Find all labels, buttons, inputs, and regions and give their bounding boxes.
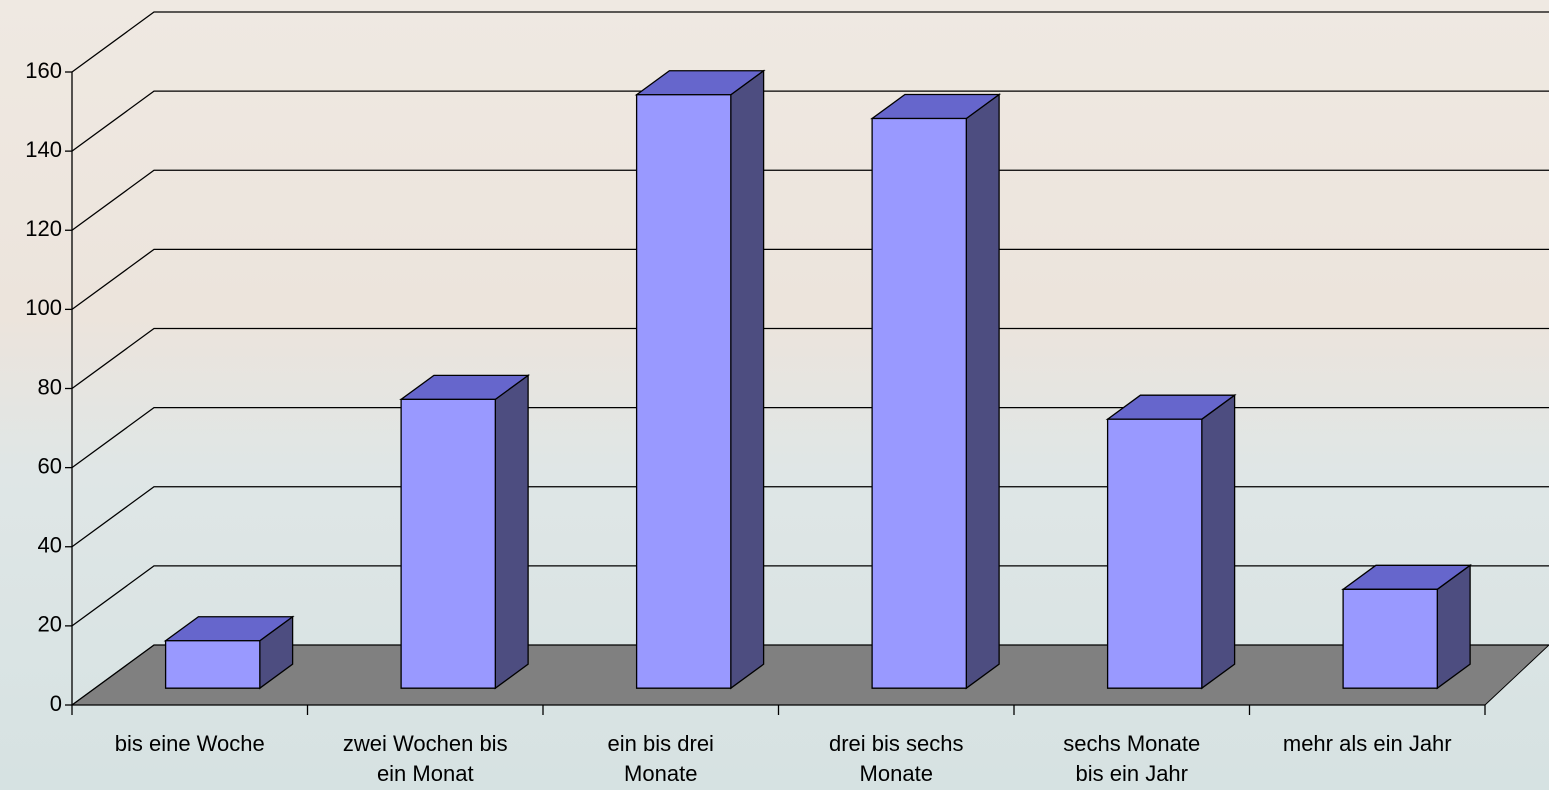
x-tick-label: mehr als ein Jahr: [1283, 731, 1452, 756]
x-tick-label: ein Monat: [377, 761, 474, 786]
bar-front: [1106, 418, 1203, 689]
bar-front: [400, 398, 496, 689]
x-tick-label: drei bis sechs: [829, 731, 964, 756]
x-tick-label: ein bis drei: [608, 731, 714, 756]
floor: [70, 644, 1549, 706]
grid-line: [71, 644, 1549, 706]
y-tick-label: 160: [25, 58, 62, 83]
x-tick-label: bis ein Jahr: [1075, 761, 1188, 786]
grid-line: [71, 11, 1549, 73]
x-tick-label: Monate: [860, 761, 933, 786]
grid-line: [71, 406, 1549, 469]
x-tick-label: bis eine Woche: [115, 731, 265, 756]
y-tick-label: 140: [25, 137, 62, 162]
y-tick-label: 40: [38, 533, 62, 558]
grid-line: [71, 327, 1549, 390]
y-tick-label: 20: [38, 612, 62, 637]
y-tick-label: 80: [38, 374, 62, 399]
bar-side: [1201, 393, 1236, 690]
x-tick-label: Monate: [624, 761, 697, 786]
grid-line: [71, 90, 1549, 152]
bar-side: [965, 93, 1000, 690]
y-tick-label: 60: [38, 453, 62, 478]
bar-front: [871, 117, 967, 689]
x-tick-label: sechs Monate: [1063, 731, 1200, 756]
bar-front: [1342, 588, 1438, 689]
x-tick-label: zwei Wochen bis: [343, 731, 508, 756]
y-tick-label: 100: [25, 295, 62, 320]
grid-line: [71, 169, 1549, 231]
bar-front: [164, 640, 261, 689]
grid-line: [71, 486, 1549, 548]
bar-side: [494, 374, 529, 690]
grid-line: [71, 565, 1549, 627]
bar-front: [635, 94, 732, 689]
bar-side: [730, 69, 765, 690]
y-tick-label: 0: [50, 691, 62, 716]
y-tick-label: 120: [25, 216, 62, 241]
grid-line: [71, 248, 1549, 310]
